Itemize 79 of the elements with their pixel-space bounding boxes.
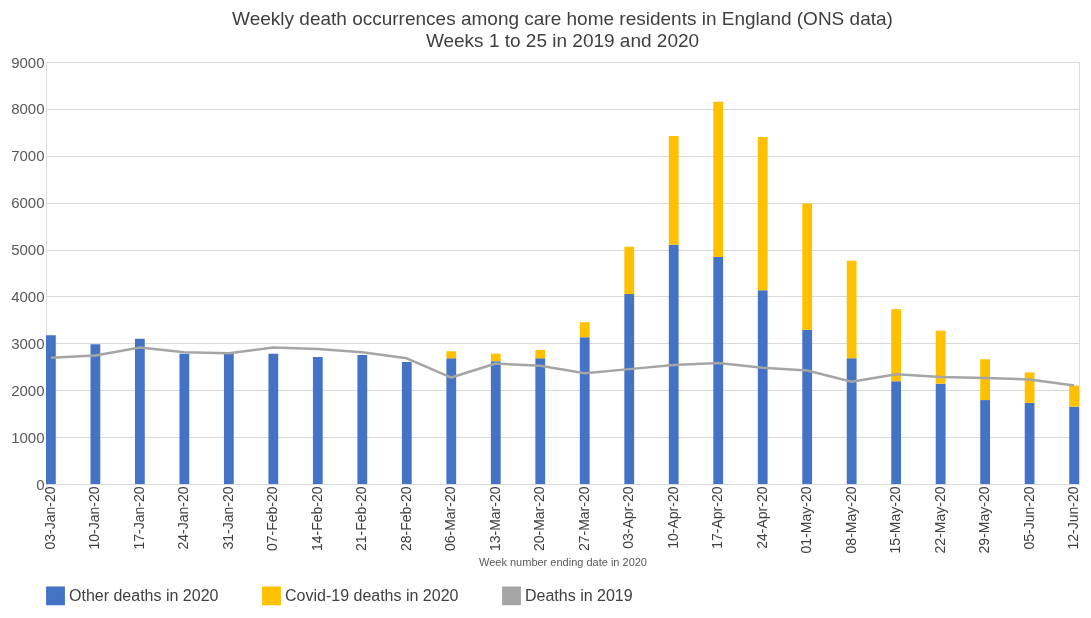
bar (490, 353, 501, 362)
bar (490, 361, 501, 484)
x-tick-label: 10-Jan-20 (86, 486, 103, 550)
line-series (49, 346, 1076, 387)
x-tick-label: 13-Mar-20 (486, 486, 503, 552)
bar (802, 203, 813, 330)
x-tick-label: 28-Feb-20 (397, 486, 414, 552)
bar (46, 335, 56, 484)
bar (446, 351, 457, 359)
bar (802, 329, 813, 484)
y-tick-label: 6000 (11, 194, 45, 212)
x-tick-label: 27-Mar-20 (575, 486, 592, 552)
bar (579, 337, 590, 484)
bar (357, 355, 368, 484)
bar (579, 322, 590, 338)
bar (980, 359, 991, 401)
y-tick-label: 2000 (11, 381, 45, 399)
chart-title: Weekly death occurrences among care home residents in England (ONS data) (232, 8, 893, 29)
bar (713, 101, 724, 258)
bar (1024, 402, 1035, 484)
bar (891, 309, 902, 382)
bar (535, 358, 546, 484)
bar (624, 294, 635, 484)
legend-label: Deaths in 2019 (525, 586, 633, 604)
x-tick-label: 05-Jun-20 (1020, 486, 1037, 550)
x-tick-label: 20-Mar-20 (531, 486, 548, 552)
bar (134, 338, 145, 484)
x-tick-label: 21-Feb-20 (353, 486, 370, 552)
y-tick-label: 5000 (11, 241, 45, 259)
bar (268, 353, 279, 484)
x-tick-label: 17-Apr-20 (709, 486, 726, 549)
x-tick-label: 06-Mar-20 (442, 486, 459, 552)
bar (668, 244, 679, 484)
bar (668, 136, 679, 245)
bar (1024, 372, 1035, 403)
bar (757, 290, 768, 484)
chart-subtitle: Weeks 1 to 25 in 2019 and 2020 (425, 30, 700, 51)
x-tick-label: 24-Apr-20 (753, 486, 770, 549)
y-tick-label: 7000 (11, 147, 45, 165)
x-tick-label: 15-May-20 (887, 486, 904, 554)
x-tick-label: 03-Apr-20 (620, 486, 637, 549)
x-tick-label: 12-Jun-20 (1065, 486, 1082, 550)
bar (1069, 406, 1079, 484)
bar (935, 383, 946, 484)
y-tick-label: 4000 (11, 287, 45, 305)
bar (891, 381, 902, 484)
x-tick-label: 31-Jan-20 (219, 486, 236, 550)
bar (401, 362, 412, 484)
y-tick-label: 3000 (11, 334, 45, 352)
x-tick-label: 17-Jan-20 (130, 486, 147, 550)
bar (846, 260, 857, 359)
x-tick-label: 07-Feb-20 (264, 486, 281, 552)
x-tick-label: 08-May-20 (842, 486, 859, 554)
bar (223, 352, 234, 484)
bar (446, 358, 457, 484)
bar (846, 358, 857, 484)
bar (935, 330, 946, 384)
bar (179, 353, 190, 484)
bar (713, 257, 724, 484)
bar (624, 246, 635, 295)
y-tick-label: 0 (36, 475, 45, 493)
x-tick-label: 22-May-20 (931, 486, 948, 554)
y-tick-label: 1000 (11, 428, 45, 446)
x-tick-label: 29-May-20 (976, 486, 993, 554)
x-tick-label: 14-Feb-20 (308, 486, 325, 552)
y-tick-label: 9000 (11, 53, 45, 71)
x-tick-label: 01-May-20 (798, 486, 815, 554)
bar (1069, 385, 1079, 407)
bar (980, 400, 991, 484)
x-tick-label: 24-Jan-20 (175, 486, 192, 550)
bar (312, 356, 323, 484)
x-tick-label: 10-Apr-20 (664, 486, 681, 549)
x-axis-title: Week number ending date in 2020 (479, 556, 647, 569)
legend-label: Covid-19 deaths in 2020 (285, 586, 459, 604)
bar (757, 137, 768, 291)
bar (90, 344, 101, 484)
y-tick-label: 8000 (11, 100, 45, 118)
bar (535, 349, 546, 359)
legend-label: Other deaths in 2020 (69, 586, 219, 604)
